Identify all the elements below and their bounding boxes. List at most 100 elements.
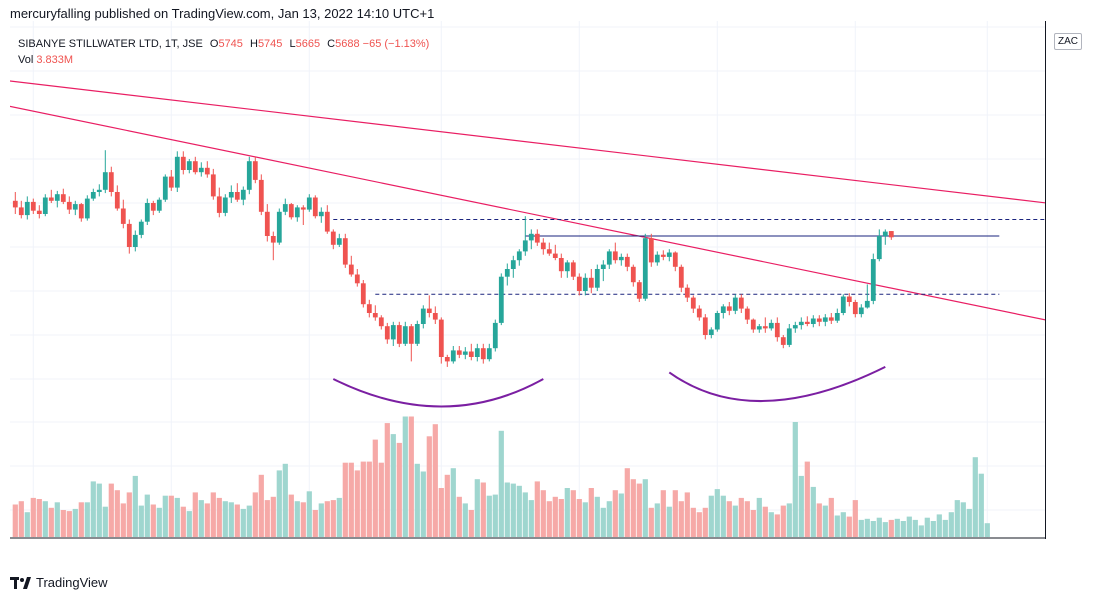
volume-bar — [966, 508, 972, 537]
volume-bar — [360, 461, 366, 537]
candle-body — [60, 194, 66, 202]
candle-body — [630, 266, 636, 283]
candle-body — [54, 194, 60, 201]
candle-body — [276, 211, 282, 243]
volume-bar — [42, 501, 48, 537]
volume-bar — [282, 463, 288, 537]
candle-body — [732, 297, 738, 311]
volume-bar — [72, 508, 78, 537]
candle-body — [762, 326, 768, 329]
candle-body — [744, 308, 750, 320]
volume-bar — [822, 505, 828, 537]
volume-bar — [852, 500, 858, 537]
rounding-bottom-arc[interactable] — [332, 378, 544, 408]
candle-body — [510, 260, 516, 269]
volume-bar — [942, 519, 948, 537]
volume-bar — [78, 502, 84, 537]
volume-bar — [900, 521, 906, 537]
volume-bar — [12, 504, 18, 537]
volume-bar — [390, 434, 396, 537]
volume-bar — [708, 495, 714, 537]
volume-bar — [786, 503, 792, 537]
volume-bar — [276, 470, 282, 537]
volume-bar — [198, 500, 204, 537]
volume-bar — [174, 497, 180, 537]
volume-bar — [660, 490, 666, 537]
volume-bar — [114, 490, 120, 537]
volume-bar — [138, 505, 144, 537]
candle-body — [288, 204, 294, 218]
volume-label: Vol — [18, 54, 34, 66]
volume-bar — [510, 483, 516, 537]
candle-body — [222, 197, 228, 213]
candle-body — [654, 254, 660, 263]
volume-bar — [492, 494, 498, 537]
volume-bar — [738, 497, 744, 537]
volume-bar — [324, 501, 330, 537]
candle-body — [432, 313, 438, 320]
symbol-legend: SIBANYE STILLWATER LTD, 1T, JSE O5745 H5… — [18, 36, 429, 68]
volume-bar — [162, 495, 168, 537]
symbol-name: SIBANYE STILLWATER LTD, 1T, JSE — [18, 38, 203, 50]
volume-bar — [222, 501, 228, 537]
candle-body — [294, 207, 300, 218]
tradingview-logo[interactable]: TradingView — [10, 575, 108, 590]
candle-body — [48, 197, 54, 201]
candle-body — [708, 329, 714, 335]
candle-body — [522, 240, 528, 252]
volume-bar — [570, 490, 576, 537]
trendline[interactable] — [9, 105, 1066, 325]
volume-bar — [726, 501, 732, 537]
volume-bar — [780, 505, 786, 537]
candle-body — [30, 201, 36, 211]
high-label: H — [249, 38, 258, 50]
tradingview-logo-icon — [10, 576, 32, 589]
volume-bar — [456, 496, 462, 537]
volume-bar — [756, 497, 762, 537]
chart-area[interactable]: 7600720068006400600056005200480044004000… — [9, 21, 1100, 556]
candle-body — [456, 350, 462, 355]
volume-bar — [972, 457, 978, 537]
volume-bar — [108, 483, 114, 537]
candle-body — [888, 231, 894, 238]
rounding-bottom-arc[interactable] — [668, 366, 886, 402]
candle-body — [618, 256, 624, 261]
volume-bar — [534, 481, 540, 537]
candle-body — [528, 233, 534, 241]
candle-body — [738, 297, 744, 309]
volume-bar — [894, 518, 900, 537]
volume-bar — [210, 492, 216, 537]
candle-body — [228, 192, 234, 198]
volume-bar — [240, 508, 246, 537]
candle-body — [588, 277, 594, 288]
candle-body — [168, 176, 174, 188]
volume-bar — [366, 461, 372, 537]
candle-body — [192, 161, 198, 173]
volume-bar — [300, 502, 306, 537]
volume-bar — [552, 496, 558, 537]
volume-bar — [690, 507, 696, 537]
publisher-line: mercuryfalling published on TradingView.… — [10, 6, 435, 21]
volume-bar — [480, 482, 486, 537]
price-chart[interactable]: 7600720068006400600056005200480044004000… — [9, 21, 1100, 556]
volume-bar — [882, 522, 888, 537]
candle-body — [402, 326, 408, 344]
volume-bar — [816, 503, 822, 537]
candle-body — [162, 176, 168, 200]
change-value: −65 (−1.13%) — [362, 38, 430, 50]
currency-unit-button[interactable]: ZAC — [1054, 33, 1082, 50]
volume-bar — [522, 492, 528, 537]
candle-body — [12, 200, 18, 208]
trendline[interactable] — [9, 80, 1066, 206]
candle-body — [270, 236, 276, 243]
volume-bar — [618, 493, 624, 537]
volume-bar — [468, 510, 474, 537]
candle-body — [180, 156, 186, 170]
candle-body — [108, 172, 114, 192]
candle-body — [540, 242, 546, 250]
volume-bar — [648, 507, 654, 537]
candle-body — [726, 306, 732, 311]
candle-body — [714, 313, 720, 330]
volume-bar — [102, 506, 108, 537]
volume-bar — [54, 502, 60, 537]
